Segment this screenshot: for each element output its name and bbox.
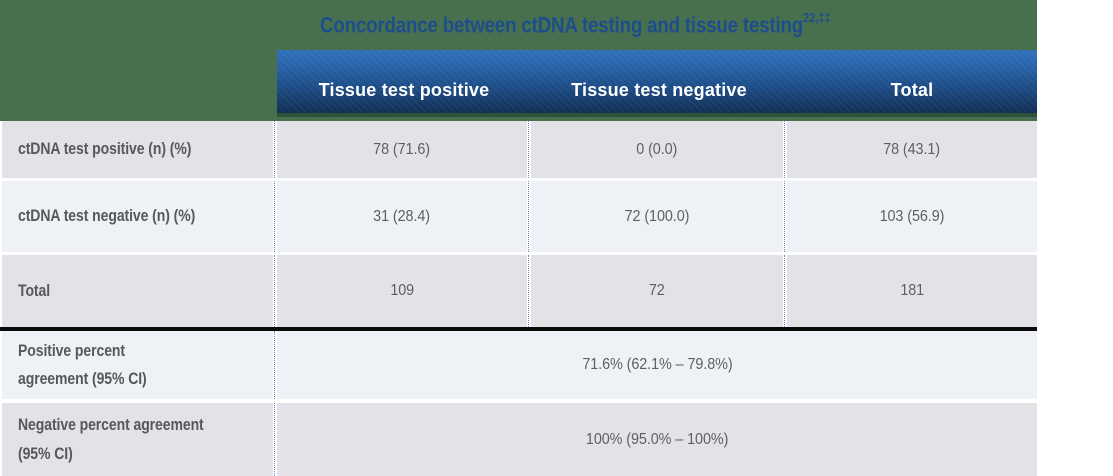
merged-value-cell: 100% (95.0% – 100%): [274, 403, 1037, 476]
cell-value: 103 (56.9): [879, 207, 945, 225]
row-label-cell: Positive percent agreement (95% CI): [2, 331, 273, 399]
row-label-cell: ctDNA test negative (n) (%): [2, 181, 273, 252]
value-cell: 72 (100.0): [528, 181, 783, 252]
table-row-negative-percent-agreement: Negative percent agreement (95% CI) 100%…: [2, 403, 1037, 476]
cell-value: 109: [390, 282, 414, 299]
table-title-bar: Concordance between ctDNA testing and ti…: [0, 0, 1037, 50]
row-label: Negative percent agreement (95% CI): [18, 416, 204, 463]
row-label: ctDNA test positive (n) (%): [18, 140, 192, 159]
table-body: ctDNA test positive (n) (%) 78 (71.6) 0 …: [0, 121, 1037, 476]
cell-value: 100% (95.0% – 100%): [585, 430, 729, 448]
merged-value-cell: 71.6% (62.1% – 79.8%): [274, 331, 1037, 399]
table-title-text: Concordance between ctDNA testing and ti…: [320, 12, 804, 38]
column-header-tissue-positive: Tissue test positive: [318, 80, 490, 100]
row-label-cell: Total: [2, 255, 273, 327]
value-cell: 109: [274, 255, 527, 327]
cell-value: 31 (28.4): [373, 207, 431, 225]
column-header-total: Total: [890, 80, 934, 100]
table-row-positive-percent-agreement: Positive percent agreement (95% CI) 71.6…: [2, 331, 1037, 399]
title-superscript: 22,‡‡: [803, 9, 831, 25]
value-cell: 103 (56.9): [784, 181, 1037, 252]
value-cell: 78 (43.1): [784, 121, 1037, 178]
row-label: ctDNA test negative (n) (%): [18, 207, 196, 226]
column-header-row: Tissue test positive Tissue test negativ…: [277, 50, 1037, 117]
cell-value: 78 (71.6): [373, 140, 431, 158]
row-label: Total: [18, 281, 51, 300]
section-divider-line: [0, 327, 1037, 331]
value-cell: 181: [784, 255, 1037, 327]
cell-value: 72 (100.0): [624, 207, 690, 225]
row-label-cell: ctDNA test positive (n) (%): [2, 121, 273, 178]
column-header-tissue-negative: Tissue test negative: [571, 80, 747, 100]
cell-value: 78 (43.1): [883, 140, 941, 158]
cell-value: 0 (0.0): [636, 140, 678, 158]
cell-value: 71.6% (62.1% – 79.8%): [581, 356, 733, 373]
value-cell: 31 (28.4): [274, 181, 527, 252]
value-cell: 78 (71.6): [274, 121, 527, 178]
value-cell: 72: [528, 255, 783, 327]
row-label-cell: Negative percent agreement (95% CI): [2, 403, 273, 476]
table-row-total: Total 109 72 181: [2, 255, 1037, 327]
table-row-ctdna-positive: ctDNA test positive (n) (%) 78 (71.6) 0 …: [2, 121, 1037, 178]
cell-value: 181: [900, 282, 924, 299]
value-cell: 0 (0.0): [528, 121, 783, 178]
cell-value: 72: [649, 282, 665, 299]
table-title: Concordance between ctDNA testing and ti…: [320, 9, 831, 38]
row-label: Positive percent agreement (95% CI): [18, 341, 147, 388]
table-row-ctdna-negative: ctDNA test negative (n) (%) 31 (28.4) 72…: [2, 181, 1037, 252]
